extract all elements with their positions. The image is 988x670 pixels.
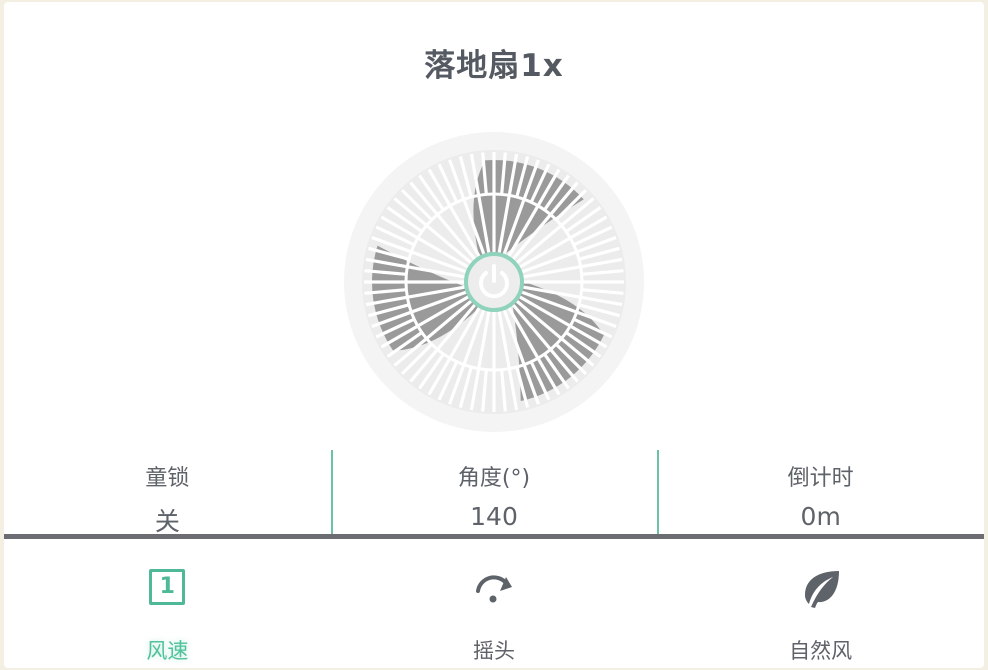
section-divider: [4, 534, 984, 539]
control-label: 摇头: [473, 639, 515, 663]
grill-spoke: [427, 168, 481, 257]
grill-spoke: [469, 153, 491, 253]
control-bar: 1 风速 摇头 自然风: [4, 539, 984, 668]
grill-spoke: [515, 366, 530, 408]
grill-spoke: [458, 366, 473, 408]
grill-spoke: [502, 159, 540, 255]
grill-spoke: [565, 206, 602, 233]
stat-value: 关: [154, 507, 180, 536]
grill-spoke: [500, 152, 507, 195]
grill-spoke: [523, 257, 623, 279]
grill-spoke: [481, 152, 488, 195]
grill-spoke: [512, 303, 579, 383]
grill-spoke: [502, 309, 540, 405]
grill-spoke: [555, 343, 588, 376]
grill-spoke: [521, 290, 617, 328]
grill-spoke: [365, 257, 465, 279]
grill-spoke: [543, 174, 570, 211]
grill-spoke: [368, 246, 410, 261]
grill-spoke: [573, 317, 613, 339]
power-button[interactable]: [464, 252, 524, 312]
grill-spoke: [529, 361, 551, 401]
fan-grill: [364, 152, 624, 412]
grill-spoke: [365, 285, 465, 307]
control-label: 风速: [146, 639, 189, 663]
grill-spoke: [380, 295, 469, 349]
leaf-icon: [804, 571, 839, 608]
grill-spoke: [386, 331, 423, 358]
grill-spoke: [469, 311, 491, 411]
grill-spoke: [529, 163, 551, 203]
stat-angle[interactable]: 角度(°) 140: [330, 450, 658, 534]
fan-illustration: [344, 132, 644, 432]
grill-spoke: [521, 236, 617, 274]
grill-spoke: [371, 236, 467, 274]
grill-spoke: [364, 269, 407, 276]
stat-label: 角度(°): [457, 466, 531, 491]
grill-spoke: [578, 246, 620, 261]
grill-spoke: [497, 153, 519, 253]
fan-control-card: 落地扇1x 童锁 关 角度(°) 140 倒计时: [4, 2, 984, 668]
grill-spoke: [481, 369, 488, 412]
grill-spoke: [375, 225, 415, 247]
grill-spoke: [519, 295, 608, 349]
grill-spoke: [519, 215, 608, 269]
grill-spoke: [578, 303, 620, 318]
grill-spoke: [427, 307, 481, 396]
power-icon: [479, 264, 509, 299]
grill-spoke: [400, 343, 433, 376]
stat-child-lock[interactable]: 童锁 关: [4, 450, 331, 536]
status-row: 童锁 关 角度(°) 140 倒计时 0m: [4, 450, 984, 536]
grill-spoke: [565, 331, 602, 358]
grill-spoke: [515, 156, 530, 198]
grill-spoke: [500, 369, 507, 412]
stat-value: 140: [470, 502, 518, 531]
stat-value: 0m: [800, 502, 841, 531]
grill-spoke: [409, 181, 476, 261]
grill-spoke: [458, 156, 473, 198]
grill-spoke: [543, 353, 570, 390]
stat-timer[interactable]: 倒计时 0m: [657, 450, 984, 534]
grill-spoke: [497, 311, 519, 411]
grill-spoke: [371, 290, 467, 328]
grill-spoke: [375, 317, 415, 339]
oscillate-button[interactable]: 摇头: [331, 539, 658, 668]
fan-blade: [372, 245, 479, 351]
grill-spoke: [437, 361, 459, 401]
grill-spoke: [437, 163, 459, 203]
grill-spoke: [393, 197, 473, 264]
natural-wind-button[interactable]: 自然风: [657, 539, 984, 668]
grill-spoke: [364, 288, 407, 295]
stat-label: 倒计时: [787, 466, 854, 491]
grill-spoke: [418, 174, 445, 211]
grill-spoke: [581, 269, 624, 276]
grill-spoke: [512, 181, 579, 261]
grill-spoke: [515, 197, 595, 264]
grill-spoke: [555, 188, 588, 221]
grill-spoke: [400, 188, 433, 221]
oscillate-icon: [476, 575, 512, 603]
grill-spoke: [409, 303, 476, 383]
grill-spoke: [523, 285, 623, 307]
stat-label: 童锁: [145, 466, 190, 491]
grill-spoke: [515, 300, 595, 367]
grill-spoke: [368, 303, 410, 318]
grill-spoke: [380, 215, 469, 269]
grill-spoke: [507, 307, 561, 396]
grill-spoke: [581, 288, 624, 295]
control-label: 自然风: [789, 639, 853, 663]
grill-spoke: [507, 168, 561, 257]
grill-spoke: [393, 300, 473, 367]
grill-spoke: [573, 225, 613, 247]
speed-level-icon: 1: [149, 569, 186, 605]
fan-visual: [340, 128, 648, 436]
wind-speed-button[interactable]: 1 风速: [4, 539, 331, 668]
device-title: 落地扇1x: [424, 48, 564, 84]
grill-spoke: [418, 353, 445, 390]
grill-spoke: [386, 206, 423, 233]
grill-spoke: [448, 159, 486, 255]
grill-spoke: [448, 309, 486, 405]
